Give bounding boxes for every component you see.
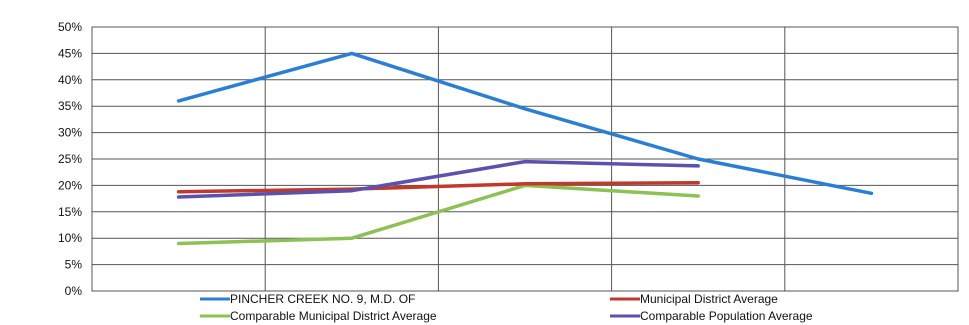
y-tick-label: 5% [65,258,83,272]
y-tick-label: 15% [58,205,82,219]
y-tick-label: 25% [58,152,82,166]
series-line [176,159,700,199]
legend-label: Comparable Municipal District Average [230,309,437,323]
y-tick-label: 0% [65,284,83,298]
legend-label: Comparable Population Average [640,309,813,323]
series-layer [176,51,874,246]
legend-label: Municipal District Average [640,292,778,306]
y-tick-label: 20% [58,178,82,192]
series-line [176,181,700,194]
y-tick-label: 35% [58,99,82,113]
legend-item: PINCHER CREEK NO. 9, M.D. OF [200,292,415,306]
y-axis-tick-labels: 0% 5% 10% 15% 20% 25% 30% 35% 40% 45% 50% [58,20,82,298]
legend-label: PINCHER CREEK NO. 9, M.D. OF [230,292,415,306]
y-tick-label: 45% [58,46,82,60]
legend: PINCHER CREEK NO. 9, M.D. OF Municipal Di… [200,292,813,323]
legend-item: Comparable Population Average [610,309,813,323]
legend-item: Comparable Municipal District Average [200,309,437,323]
plot-area-border [91,26,959,292]
legend-item: Municipal District Average [610,292,778,306]
y-tick-label: 10% [58,231,82,245]
y-tick-label: 50% [58,20,82,34]
series-line [176,183,700,246]
series-line [176,51,874,196]
y-tick-label: 30% [58,126,82,140]
y-tick-label: 40% [58,73,82,87]
